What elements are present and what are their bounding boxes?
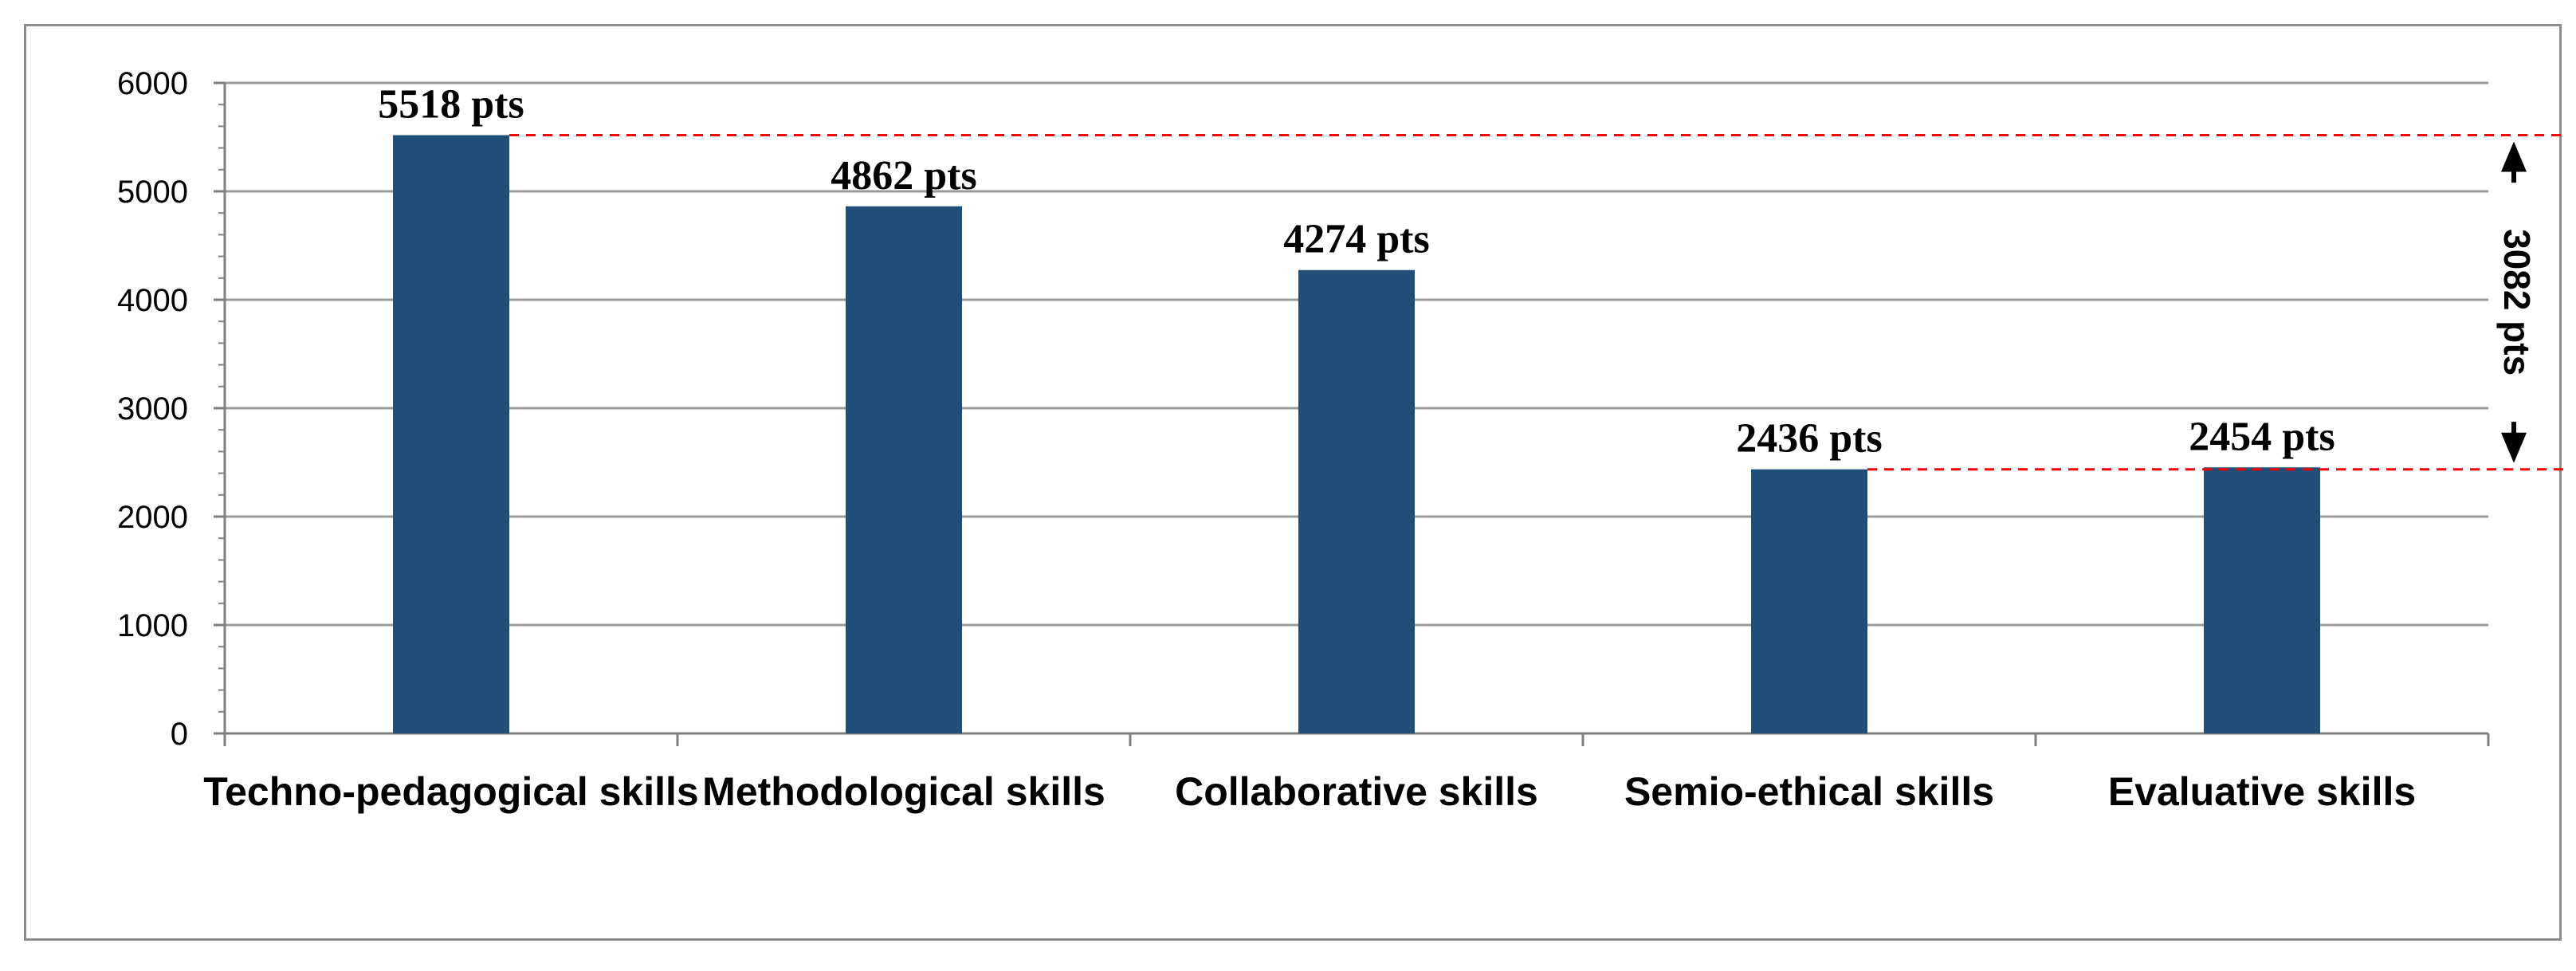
data-label: 5518 pts — [378, 82, 524, 128]
difference-annotation: 3082 pts — [509, 134, 2568, 471]
x-category-label: Evaluative skills — [2108, 769, 2416, 814]
bar — [2204, 467, 2320, 733]
bar — [846, 206, 962, 733]
data-label: 4862 pts — [831, 153, 976, 199]
gridlines — [225, 81, 2488, 627]
x-category-label: Semio-ethical skills — [1624, 769, 1994, 814]
y-tick-label: 3000 — [117, 391, 188, 427]
x-category-label: Collaborative skills — [1175, 769, 1538, 814]
data-label: 4274 pts — [1283, 217, 1429, 262]
y-tick-label: 0 — [171, 717, 188, 752]
bar — [1298, 269, 1415, 734]
data-label: 2436 pts — [1736, 416, 1882, 462]
y-tick-label: 5000 — [117, 175, 188, 210]
bar — [1751, 469, 1867, 733]
y-tick-label: 4000 — [117, 283, 188, 318]
arrow-head-up — [2501, 141, 2527, 172]
arrow-head-down — [2501, 432, 2527, 463]
x-category-label: Techno-pedagogical skills — [203, 769, 698, 814]
y-tick-label: 1000 — [117, 608, 188, 643]
y-tick-label: 2000 — [117, 500, 188, 535]
labels: 0 1000 2000 3000 4000 5000 6000 5518 pts Techno-… — [117, 66, 2416, 814]
data-label: 2454 pts — [2189, 414, 2334, 459]
bar — [393, 135, 509, 733]
difference-label: 3082 pts — [2496, 229, 2538, 375]
y-tick-label: 6000 — [117, 66, 188, 101]
bars — [393, 135, 2320, 734]
x-category-label: Methodological skills — [702, 769, 1105, 814]
